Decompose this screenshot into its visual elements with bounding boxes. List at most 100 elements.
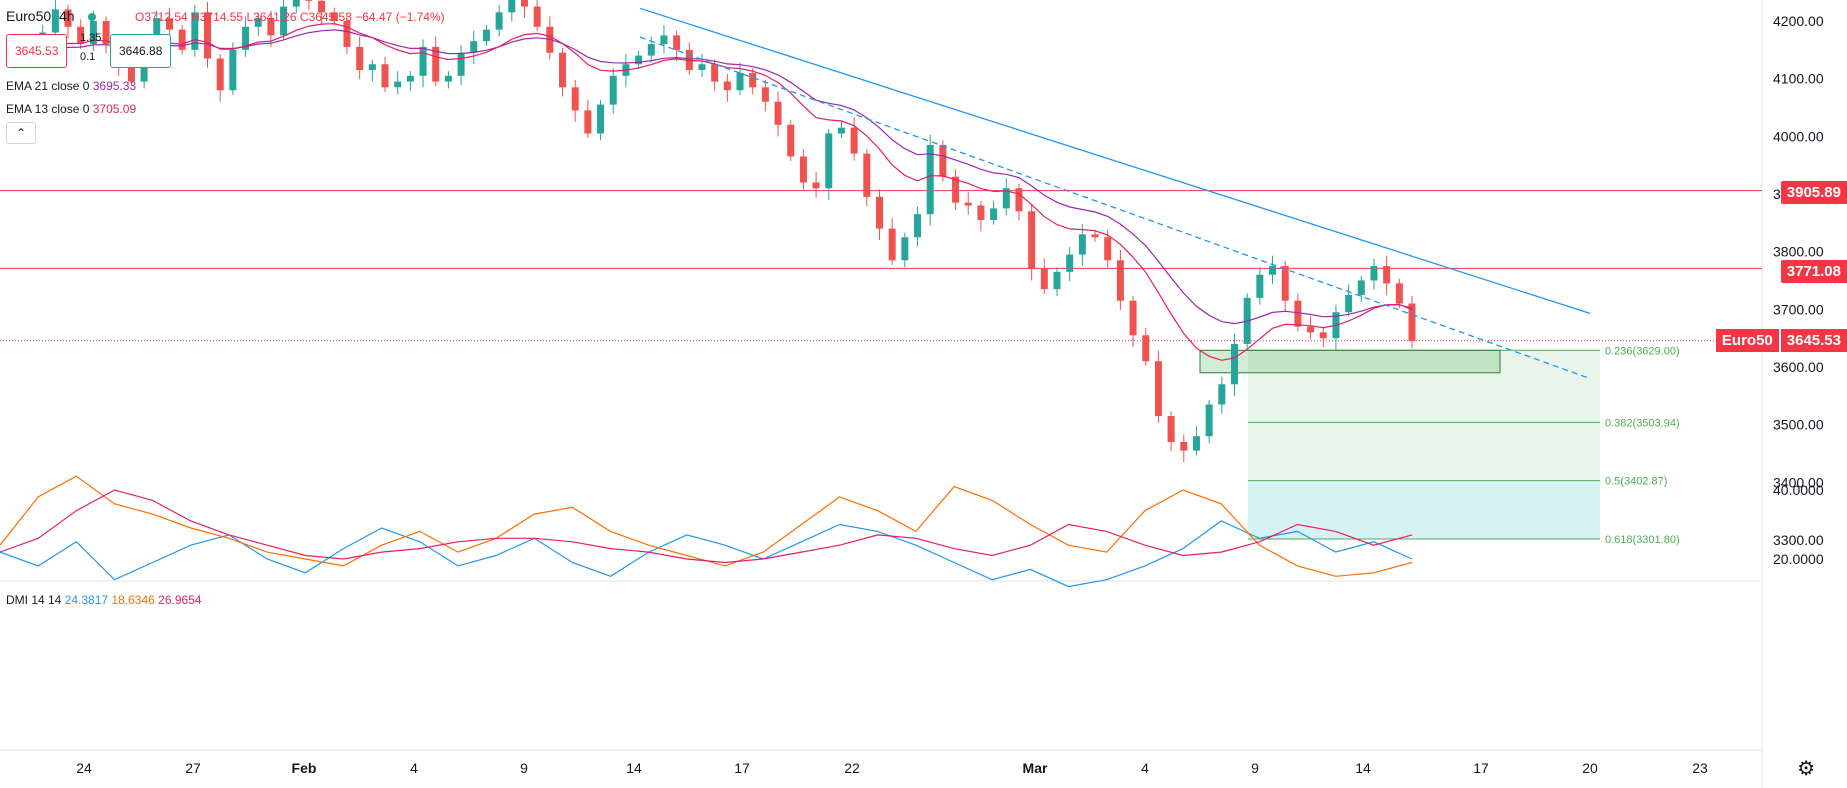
candle-body bbox=[533, 6, 541, 27]
buy-button[interactable]: 3646.88 bbox=[110, 34, 172, 68]
candle-body bbox=[1167, 416, 1175, 442]
date-tick-label: 20 bbox=[1582, 760, 1598, 776]
candle-body bbox=[1142, 335, 1150, 362]
candle-body bbox=[381, 64, 389, 88]
sell-button[interactable]: 3645.53 bbox=[6, 34, 68, 68]
ema13-legend[interactable]: EMA 13 close 0 3705.09 bbox=[6, 102, 136, 116]
candle-body bbox=[1116, 260, 1124, 301]
candle-body bbox=[1154, 361, 1162, 417]
candle-body bbox=[1192, 436, 1200, 451]
date-tick-label: 4 bbox=[1141, 760, 1149, 776]
candle-body bbox=[609, 75, 617, 105]
candle-body bbox=[812, 182, 820, 189]
candle-body bbox=[863, 153, 871, 197]
candle-body bbox=[254, 18, 262, 27]
price-tick-label: 4000.00 bbox=[1773, 128, 1824, 144]
ema21-legend[interactable]: EMA 21 close 0 3695.33 bbox=[6, 79, 136, 93]
candle-body bbox=[723, 81, 731, 91]
candle-body bbox=[926, 144, 934, 215]
date-tick-label: 23 bbox=[1692, 760, 1708, 776]
candle-body bbox=[875, 196, 883, 229]
candle-body bbox=[1395, 283, 1403, 304]
candle-body bbox=[330, 12, 338, 21]
candle-body bbox=[571, 87, 579, 111]
price-tick-label: 3800.00 bbox=[1773, 244, 1824, 260]
candle-body bbox=[1028, 211, 1036, 269]
fib-zone-lower bbox=[1248, 480, 1600, 539]
dmi-tick-label: 40.0000 bbox=[1773, 482, 1824, 498]
candle-body bbox=[1319, 332, 1327, 339]
candle-body bbox=[825, 133, 833, 189]
candle-body bbox=[368, 64, 376, 71]
candle-body bbox=[1370, 266, 1378, 281]
fib-level-label: 0.618(3301.80) bbox=[1605, 534, 1680, 546]
price-tick-label: 3500.00 bbox=[1773, 417, 1824, 433]
collapse-legend-button[interactable]: ⌃ bbox=[6, 122, 36, 144]
open-value: O3712.54 bbox=[135, 10, 188, 24]
dmi-adx-line bbox=[0, 489, 1413, 564]
candle-body bbox=[660, 35, 668, 45]
candle-body bbox=[888, 228, 896, 261]
candle-body bbox=[191, 12, 199, 50]
dmi-label: DMI 14 14 bbox=[6, 593, 62, 607]
interval-label[interactable]: 4h bbox=[58, 8, 75, 24]
settings-gear-icon[interactable]: ⚙ bbox=[1797, 758, 1815, 780]
candle-body bbox=[1408, 303, 1416, 342]
candle-body bbox=[1129, 300, 1137, 336]
candle-body bbox=[482, 29, 490, 42]
low-value: L3641.26 bbox=[246, 10, 297, 24]
close-value: C3645.53 bbox=[299, 10, 352, 24]
candle-body bbox=[495, 12, 503, 30]
symbol-header: Euro50 4h bbox=[6, 8, 97, 24]
dmi-legend[interactable]: DMI 14 14 24.3817 18.6346 26.9654 bbox=[6, 593, 202, 607]
chevron-up-icon: ⌃ bbox=[15, 126, 27, 140]
fib-level-label: 0.5(3402.87) bbox=[1605, 476, 1667, 488]
candle-body bbox=[1205, 404, 1213, 437]
candle-body bbox=[165, 18, 173, 30]
date-tick-label: 27 bbox=[185, 760, 201, 776]
date-tick-label: 9 bbox=[1251, 760, 1259, 776]
ema21-label: EMA 21 close 0 bbox=[6, 79, 90, 93]
candle-body bbox=[761, 87, 769, 102]
high-value: H3714.55 bbox=[191, 10, 244, 24]
candle-body bbox=[749, 72, 757, 88]
buy-price: 3646.88 bbox=[119, 44, 163, 58]
candle-body bbox=[711, 64, 719, 82]
change-value: −64.47 (−1.74%) bbox=[355, 10, 445, 24]
date-tick-label: 17 bbox=[1473, 760, 1489, 776]
candle-body bbox=[914, 214, 922, 238]
price-tick-label: 3600.00 bbox=[1773, 359, 1824, 375]
price-tick-label: 4100.00 bbox=[1773, 71, 1824, 87]
candle-body bbox=[673, 35, 681, 50]
candle-body bbox=[470, 41, 478, 53]
candle-body bbox=[559, 52, 567, 88]
candle-body bbox=[1091, 234, 1099, 238]
price-tick-label: 3300.00 bbox=[1773, 532, 1824, 548]
symbol-name[interactable]: Euro50 bbox=[6, 8, 52, 24]
candle-body bbox=[520, 0, 528, 7]
candle-body bbox=[964, 202, 972, 206]
candle-body bbox=[1002, 188, 1010, 209]
candle-body bbox=[635, 55, 643, 65]
date-tick-label: Mar bbox=[1023, 760, 1048, 776]
candle-body bbox=[51, 9, 59, 33]
candle-body bbox=[1015, 188, 1023, 212]
candle-body bbox=[127, 64, 135, 82]
trendline bbox=[639, 7, 1591, 314]
level-value-2: 3771.08 bbox=[1786, 263, 1841, 280]
current-symbol-label: Euro50 bbox=[1715, 329, 1779, 352]
ohlc-values: O3712.54 H3714.55 L3641.26 C3645.53 −64.… bbox=[135, 10, 445, 24]
candle-body bbox=[584, 110, 592, 134]
dmi-minus-value: 18.6346 bbox=[111, 593, 155, 607]
candle-body bbox=[432, 46, 440, 82]
price-tick-label: 3700.00 bbox=[1773, 301, 1824, 317]
ema13-value: 3705.09 bbox=[92, 102, 137, 116]
date-tick-label: 22 bbox=[844, 760, 860, 776]
candle-body bbox=[102, 21, 110, 45]
candle-body bbox=[242, 26, 250, 50]
candle-body bbox=[1053, 271, 1061, 290]
sell-price: 3645.53 bbox=[15, 44, 59, 58]
date-tick-label: 17 bbox=[734, 760, 750, 776]
candle-body bbox=[356, 46, 364, 71]
